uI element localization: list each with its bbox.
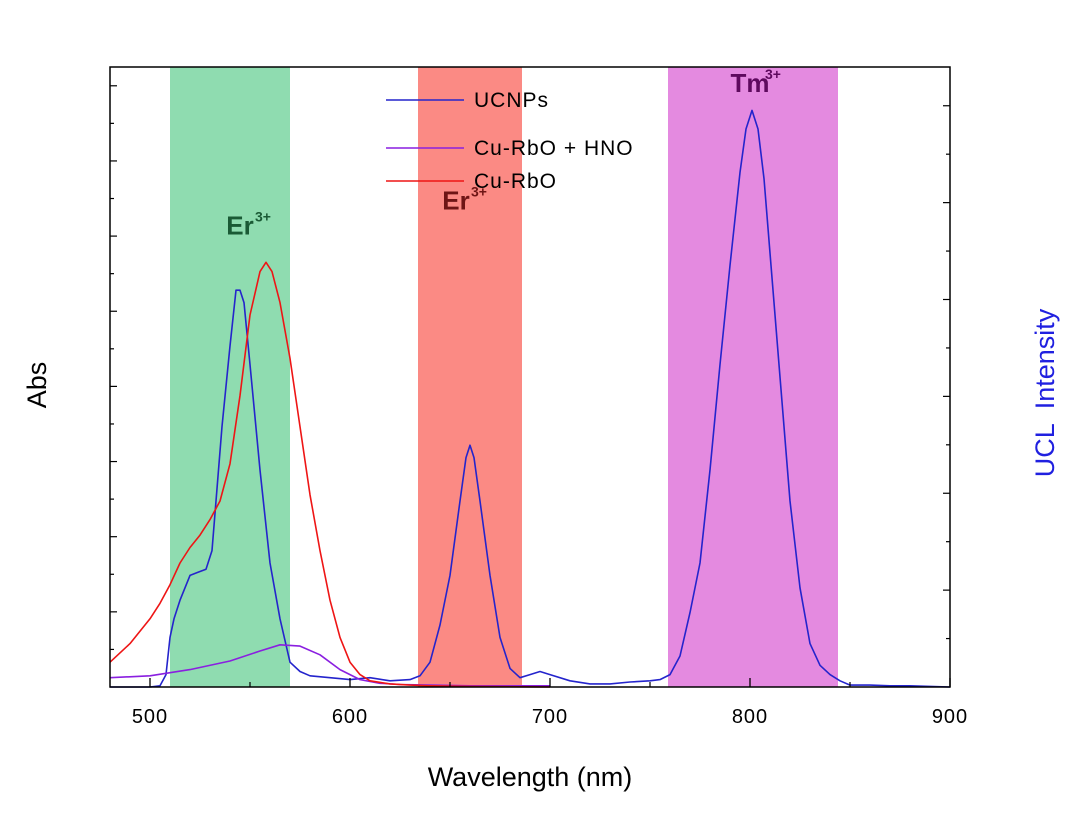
band-label-2: Er 3+ [442, 184, 487, 216]
legend-label: Cu-RbO + HNO [474, 137, 634, 160]
band-er-2 [418, 67, 522, 687]
band-label-name: Tm [731, 68, 770, 98]
series-line-3 [109, 261, 551, 688]
series-line-1 [110, 109, 951, 688]
highlight-bands [170, 67, 838, 687]
band-label-1: Er 3+ [226, 208, 271, 240]
band-label-name: Er [442, 186, 469, 216]
legend-entry-1: UCNPs [386, 89, 549, 112]
legend-label: Cu-RbO [474, 170, 557, 193]
y-axis-title-right: UCL Intensity [1030, 308, 1060, 477]
x-tick-label: 700 [532, 706, 568, 728]
x-axis-title: Wavelength (nm) [428, 762, 633, 792]
band-label-superscript: 3+ [255, 208, 271, 224]
band-label-3: Tm3+ [731, 66, 781, 98]
legend-label: UCNPs [474, 89, 549, 112]
band-label-superscript: 3+ [765, 66, 781, 82]
plot-frame [109, 66, 951, 688]
legend-entry-3: Cu-RbO [386, 170, 557, 193]
x-tick-label: 800 [732, 706, 768, 728]
x-tick-label: 600 [332, 706, 368, 728]
x-tick-label: 500 [132, 706, 168, 728]
legend: UCNPs Cu-RbO + HNO Cu-RbO [386, 89, 634, 193]
axis-ticks: 500 600 700 800 900 [110, 85, 968, 728]
band-label-name: Er [226, 210, 253, 240]
band-er-1 [170, 67, 290, 687]
legend-entry-2: Cu-RbO + HNO [386, 137, 634, 160]
y-axis-title-left: Abs [22, 362, 52, 409]
band-label-superscript: 3+ [471, 184, 487, 200]
band-labels: Er 3+Er 3+Tm3+ [226, 66, 781, 241]
x-tick-label: 900 [932, 706, 968, 728]
